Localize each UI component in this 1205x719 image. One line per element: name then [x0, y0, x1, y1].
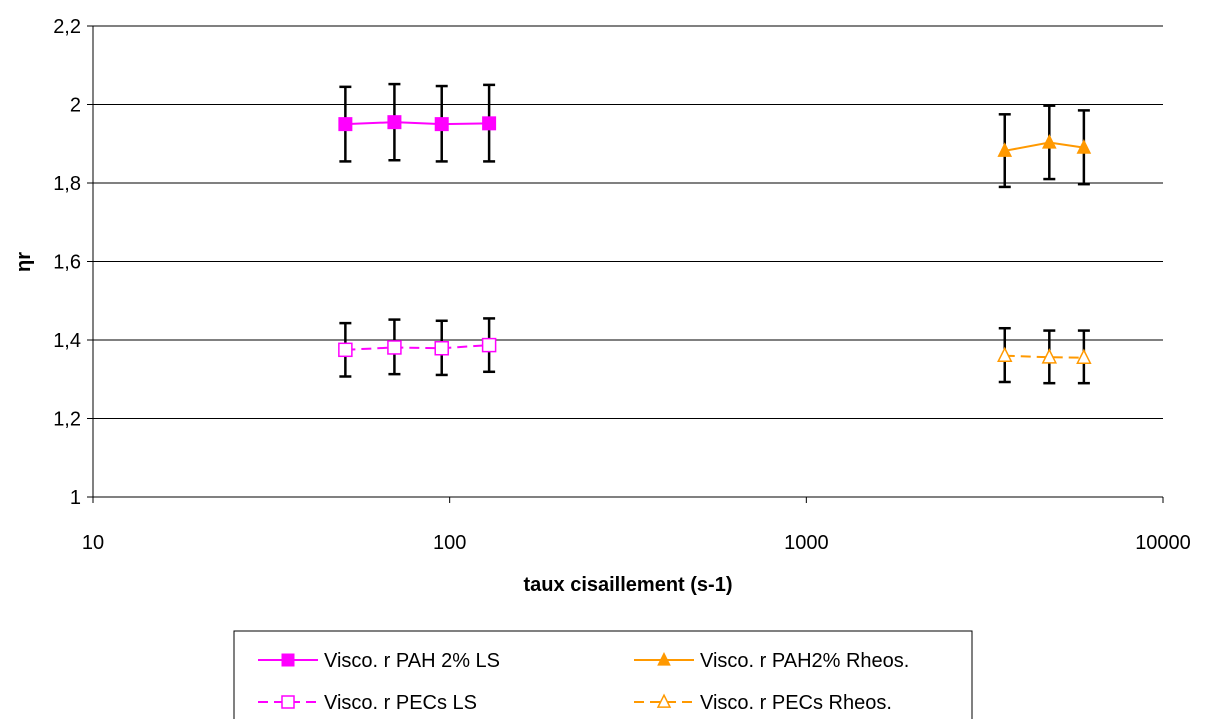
legend-label: Visco. r PECs LS — [324, 692, 477, 714]
filled-triangle-marker — [1041, 134, 1057, 149]
y-tick-label: 1 — [70, 487, 81, 509]
y-tick-label: 1,6 — [53, 252, 81, 274]
y-tick-label: 1,8 — [53, 173, 81, 195]
series-layer — [338, 82, 1092, 385]
legend-item-3: Visco. r PECs LS — [258, 692, 477, 714]
y-tick-label: 1,2 — [53, 409, 81, 431]
open-triangle-marker — [1076, 348, 1092, 364]
x-tick-label: 10000 — [1135, 532, 1191, 554]
legend-label: Visco. r PAH 2% LS — [324, 650, 500, 672]
series-line — [1004, 354, 1084, 359]
y-tick-label: 2,2 — [53, 16, 81, 38]
x-tick-label: 100 — [433, 532, 466, 554]
series-line — [345, 121, 490, 126]
ticks-layer: 1 1,2 1,4 1,6 1,8 2 2,2 10 100 1000 10000 — [53, 16, 1191, 554]
filled-square-marker — [387, 115, 402, 130]
legend-items: Visco. r PAH 2% LS Visco. r PAH2% Rheos. V… — [258, 650, 909, 714]
x-axis-title: taux cisaillement (s-1) — [524, 574, 733, 596]
series-line — [345, 344, 490, 351]
open-square-marker — [481, 337, 497, 353]
y-tick-label: 2 — [70, 95, 81, 117]
legend-label: Visco. r PECs Rheos. — [700, 692, 892, 714]
y-tick-label: 1,4 — [53, 330, 81, 352]
series-1 — [338, 82, 497, 163]
filled-triangle-marker — [1076, 139, 1092, 154]
series-4 — [997, 326, 1092, 385]
y-axis-title: ηr — [13, 252, 35, 272]
filled-triangle-marker — [657, 652, 671, 666]
open-triangle-marker — [1041, 348, 1058, 364]
open-triangle-marker — [997, 346, 1013, 363]
open-triangle-marker — [656, 693, 672, 708]
open-square-marker — [434, 340, 449, 356]
open-square-marker — [338, 342, 353, 358]
series-3 — [338, 317, 497, 378]
open-square-marker — [387, 340, 402, 355]
legend-item-1: Visco. r PAH 2% LS — [258, 650, 500, 672]
legend-item-2: Visco. r PAH2% Rheos. — [634, 650, 909, 672]
legend-label: Visco. r PAH2% Rheos. — [700, 650, 909, 672]
open-square-marker — [281, 695, 295, 709]
filled-triangle-marker — [997, 142, 1013, 157]
filled-square-marker — [281, 653, 295, 667]
filled-square-marker — [482, 116, 497, 131]
legend-item-4: Visco. r PECs Rheos. — [634, 692, 892, 714]
legend: Visco. r PAH 2% LS Visco. r PAH2% Rheos. V… — [233, 630, 973, 719]
grid-layer — [93, 25, 1163, 419]
legend-box — [233, 630, 973, 719]
filled-square-marker — [338, 117, 353, 132]
series-2 — [997, 104, 1092, 189]
filled-square-marker — [434, 117, 449, 132]
x-tick-label: 10 — [82, 532, 104, 554]
x-tick-label: 1000 — [784, 532, 829, 554]
